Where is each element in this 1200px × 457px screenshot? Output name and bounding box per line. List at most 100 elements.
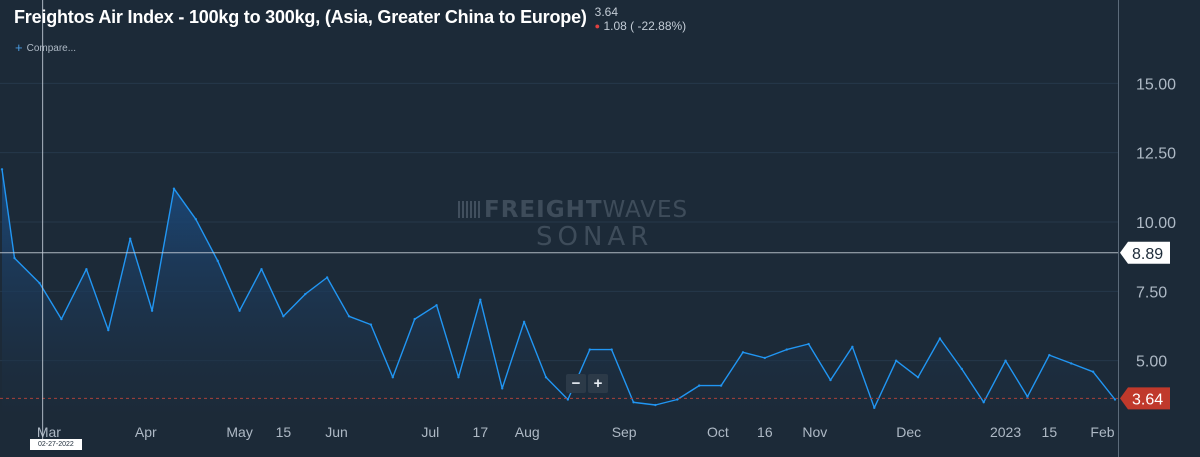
- data-point: [128, 237, 132, 240]
- last-price-tag-label: 3.64: [1132, 391, 1163, 408]
- y-tick-label: 10.00: [1136, 215, 1176, 232]
- zoom-out-button[interactable]: −: [566, 374, 586, 393]
- data-point: [763, 356, 767, 360]
- x-tick-label: Feb: [1090, 424, 1114, 440]
- data-point: [894, 359, 898, 362]
- data-point: [216, 259, 219, 263]
- x-tick-label: Mar: [37, 424, 61, 440]
- freightwaves-logo-icon: [458, 201, 480, 218]
- x-tick-label: 16: [757, 424, 773, 440]
- data-point: [172, 187, 176, 190]
- data-point: [38, 281, 41, 285]
- y-tick-label: 12.50: [1136, 146, 1176, 163]
- x-tick-label: Oct: [707, 424, 729, 440]
- data-point: [1113, 398, 1117, 401]
- data-point: [60, 317, 63, 321]
- compare-label: Compare...: [26, 43, 77, 54]
- data-point: [785, 348, 788, 351]
- data-point: [238, 309, 241, 312]
- data-point: [719, 384, 723, 387]
- data-point: [588, 348, 591, 351]
- data-point: [1048, 353, 1051, 357]
- overlay-layer: 3.64 8.89: [0, 0, 1170, 446]
- watermark-brand-bold: FREIGHT: [484, 197, 603, 223]
- crosshair-value-tag: [1120, 241, 1170, 264]
- data-point: [544, 376, 548, 379]
- data-point: [0, 168, 4, 171]
- chart-header: Freightos Air Index - 100kg to 300kg, (A…: [14, 5, 686, 33]
- data-point: [697, 384, 701, 387]
- data-point: [610, 348, 613, 351]
- area-layer: [0, 168, 1117, 418]
- zoom-in-button[interactable]: +: [588, 374, 608, 393]
- data-point: [369, 323, 373, 326]
- x-tick-label: Jun: [325, 424, 348, 440]
- x-tick-label: Apr: [135, 424, 157, 440]
- data-point: [1091, 370, 1095, 373]
- data-point: [325, 276, 329, 279]
- zoom-controls: − +: [566, 374, 608, 393]
- data-point: [150, 309, 154, 312]
- y-tick-label: 5.00: [1136, 354, 1167, 371]
- data-point: [807, 342, 810, 346]
- x-tick-label: 2023: [990, 424, 1021, 440]
- data-point: [829, 378, 832, 382]
- x-tick-label: 15: [1042, 424, 1058, 440]
- data-point: [260, 267, 263, 271]
- data-point: [522, 320, 526, 324]
- y-tick-label: 7.50: [1136, 284, 1167, 301]
- down-indicator-icon: ●: [594, 21, 601, 31]
- data-point: [107, 328, 110, 332]
- data-point: [1070, 362, 1073, 365]
- data-point: [741, 351, 745, 354]
- x-tick-label: Nov: [802, 424, 827, 440]
- data-point: [479, 298, 482, 301]
- x-tick-label: Sep: [612, 424, 637, 440]
- compare-button[interactable]: + Compare...: [15, 40, 76, 55]
- x-tick-label: 17: [473, 424, 489, 440]
- data-point: [1026, 395, 1029, 398]
- series-area-fill: [2, 169, 1115, 418]
- data-point: [413, 317, 416, 321]
- x-tick-label: Dec: [896, 424, 921, 440]
- data-point: [194, 218, 198, 221]
- price-change: ● 1.08 ( -22.88%): [595, 19, 687, 33]
- watermark-brand-light: WAVES: [602, 197, 689, 223]
- x-tick-label: Jul: [421, 424, 439, 440]
- data-point: [1004, 359, 1007, 362]
- y-tick-label: 15.00: [1136, 76, 1176, 93]
- data-point: [873, 406, 876, 410]
- data-point: [282, 315, 285, 318]
- data-point: [566, 398, 570, 401]
- data-point: [960, 367, 964, 371]
- data-point: [435, 304, 438, 307]
- freightwaves-sonar-watermark: FREIGHTWAVES SONAR: [458, 196, 758, 250]
- data-point: [851, 345, 854, 348]
- data-point: [347, 315, 351, 318]
- x-tick-label: 15: [276, 424, 292, 440]
- data-point: [982, 401, 985, 404]
- crosshair-value-label: 8.89: [1132, 246, 1163, 263]
- axis-layer: 5.00 7.50 10.00 12.50 15.00 Mar Apr May 15 Jun Jul…: [37, 0, 1176, 457]
- data-point: [85, 267, 88, 271]
- data-point: [632, 401, 635, 404]
- last-price-tag: [1120, 387, 1170, 410]
- plus-icon: +: [15, 40, 23, 55]
- chart-title: Freightos Air Index - 100kg to 300kg, (A…: [14, 7, 587, 27]
- data-point: [391, 376, 395, 379]
- data-point: [13, 256, 16, 260]
- price-block: 3.64 ● 1.08 ( -22.88%): [595, 5, 687, 33]
- data-point: [304, 292, 307, 296]
- series-line: [1, 169, 1116, 409]
- x-tick-label: May: [226, 424, 252, 440]
- price-change-value: 1.08 ( -22.88%): [603, 19, 687, 33]
- watermark-product: SONAR: [536, 222, 654, 252]
- last-price: 3.64: [594, 5, 619, 19]
- crosshair-date-label: 02-27-2022: [30, 439, 82, 450]
- data-point: [501, 387, 504, 390]
- data-point: [457, 376, 460, 379]
- data-point: [938, 337, 942, 340]
- data-point: [654, 403, 657, 407]
- x-tick-label: Aug: [515, 424, 540, 440]
